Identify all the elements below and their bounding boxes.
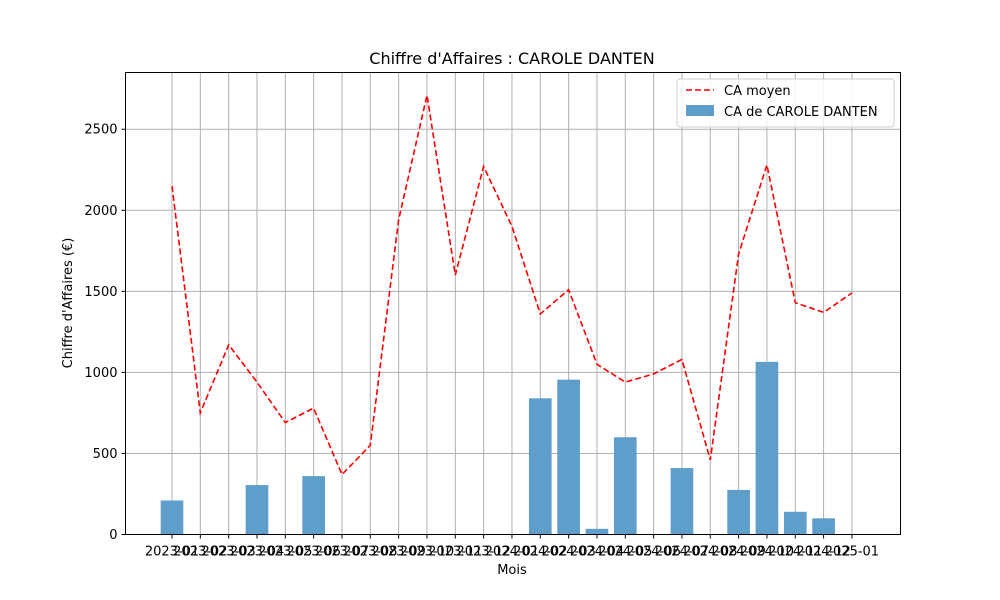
bar <box>528 398 552 535</box>
y-axis-label: Chiffre d'Affaires (€) <box>61 238 76 369</box>
chart-title: Chiffre d'Affaires : CAROLE DANTEN <box>369 49 654 68</box>
bar <box>755 361 779 535</box>
bar <box>302 476 325 535</box>
x-tick-label: 2023-09 <box>371 545 425 560</box>
x-tick-label: 2024-01 <box>485 545 539 560</box>
y-tick-label: 500 <box>93 447 118 462</box>
x-tick-label: 2023-05 <box>258 545 312 560</box>
plot-frame <box>125 72 901 535</box>
legend: CA moyen CA de CAROLE DANTEN <box>676 78 895 128</box>
x-axis: 2023-012023-022023-032023-042023-052023-… <box>145 534 879 560</box>
legend-label-ca-moyen: CA moyen <box>724 84 791 99</box>
y-axis: 0 500 1000 1500 2000 2500 <box>84 123 126 543</box>
legend-box <box>676 78 895 128</box>
x-tick-label: 2024-12 <box>796 545 850 560</box>
x-tick-label: 2024-08 <box>683 545 737 560</box>
bar <box>557 379 580 535</box>
bar <box>245 485 269 535</box>
bars-series <box>160 361 835 535</box>
average-line <box>171 95 853 476</box>
y-tick-label: 1000 <box>84 366 117 381</box>
x-tick-label: 2023-08 <box>343 545 397 560</box>
legend-bar-swatch <box>686 105 714 116</box>
bar <box>160 500 184 535</box>
x-tick-label: 2023-07 <box>315 545 369 560</box>
y-tick-label: 1500 <box>84 285 117 300</box>
x-tick-label: 2024-04 <box>570 545 624 560</box>
x-axis-label: Mois <box>497 563 527 578</box>
x-tick-label: 2024-06 <box>626 545 680 560</box>
y-tick-label: 2000 <box>84 204 117 219</box>
y-tick-label: 2500 <box>84 123 117 138</box>
x-tick-label: 2024-02 <box>513 545 567 560</box>
bar <box>783 511 807 535</box>
x-tick-label: 2024-07 <box>655 545 709 560</box>
bar <box>812 518 835 535</box>
bar <box>670 468 694 535</box>
x-tick-label: 2024-03 <box>541 545 595 560</box>
x-tick-label: 2024-10 <box>740 545 794 560</box>
y-tick-label: 0 <box>109 528 117 543</box>
bar <box>613 437 637 535</box>
x-tick-label: 2024-09 <box>711 545 765 560</box>
x-tick-label: 2023-10 <box>400 545 454 560</box>
x-tick-label: 2025-01 <box>825 545 879 560</box>
x-tick-label: 2023-02 <box>173 545 227 560</box>
bar <box>585 528 609 535</box>
x-tick-label: 2023-11 <box>428 545 482 560</box>
legend-label-ca-carole: CA de CAROLE DANTEN <box>724 105 878 120</box>
line-series <box>171 95 853 476</box>
x-tick-label: 2023-06 <box>286 545 340 560</box>
x-tick-label: 2023-04 <box>230 545 284 560</box>
x-tick-label: 2024-05 <box>598 545 652 560</box>
x-tick-label: 2023-12 <box>456 545 510 560</box>
x-tick-label: 2024-11 <box>768 545 822 560</box>
x-tick-label: 2023-03 <box>201 545 255 560</box>
x-tick-label: 2023-01 <box>145 545 199 560</box>
bar <box>727 489 750 535</box>
